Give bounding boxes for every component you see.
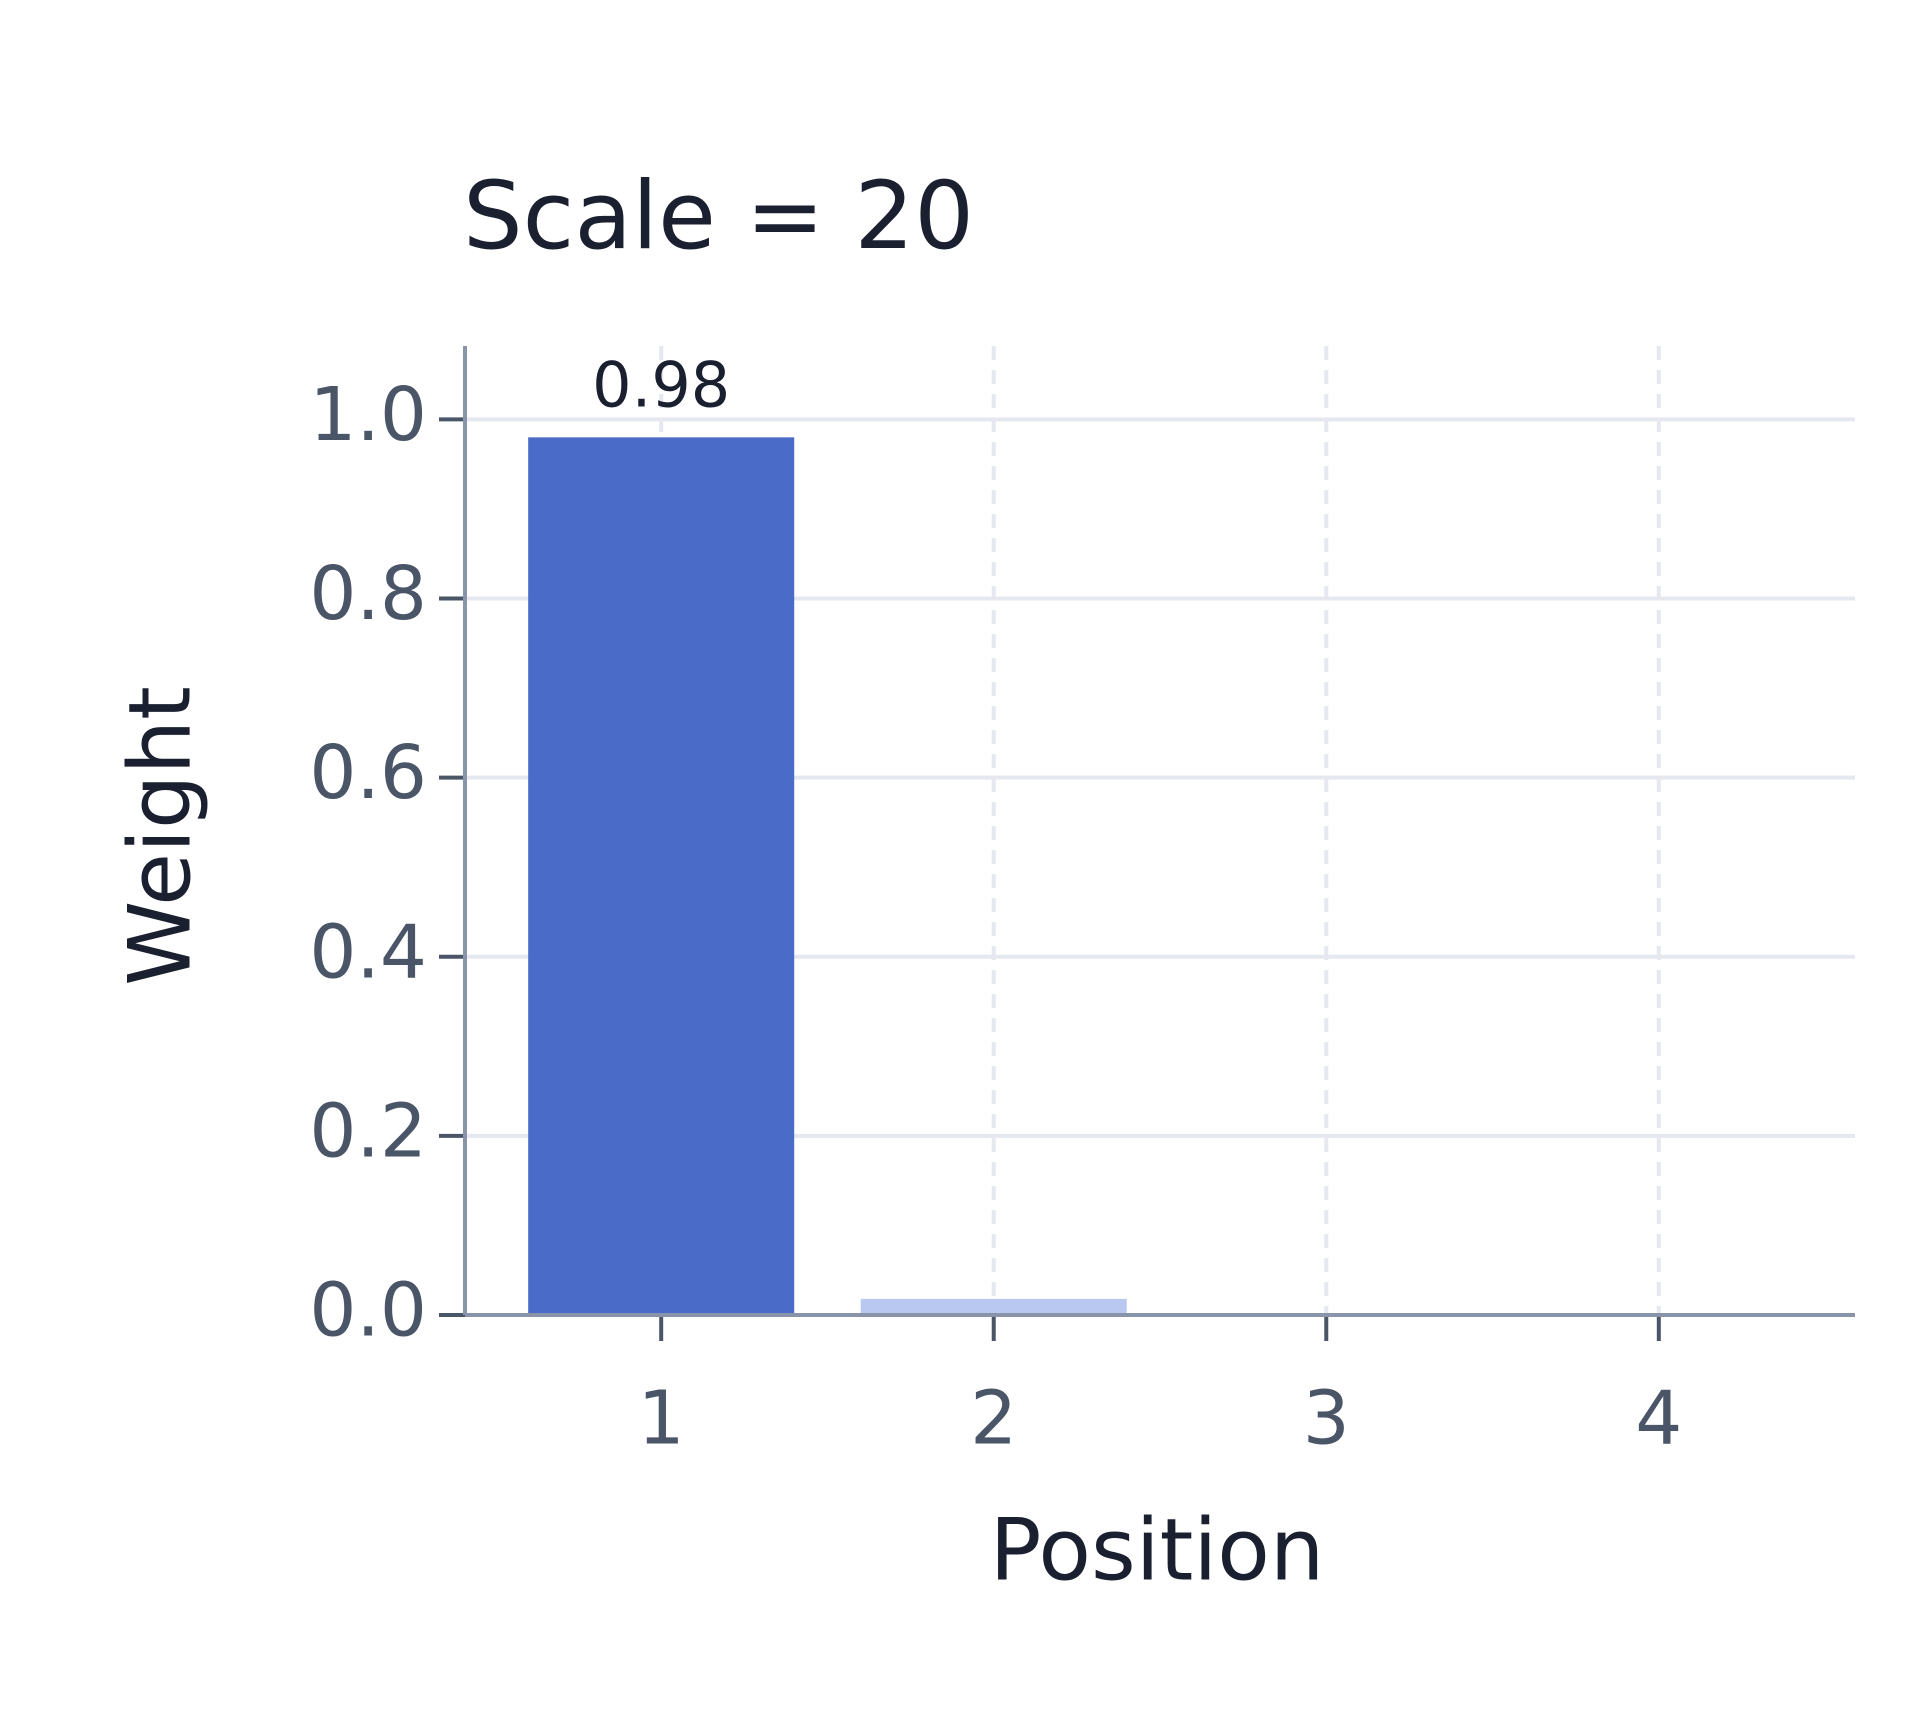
bar [528,437,795,1315]
x-tick-label: 3 [1303,1376,1350,1462]
y-axis-label: Weight [110,686,210,986]
x-tick-label: 1 [638,1376,685,1462]
bar [860,1298,1127,1315]
y-tick-label: 0.4 [309,909,427,995]
y-tick-label: 0.8 [309,551,427,637]
value-label: 0.98 [592,348,730,421]
chart-title: Scale = 20 [463,162,974,271]
x-tick-label: 4 [1635,1376,1682,1462]
y-tick-label: 0.2 [309,1088,427,1174]
x-axis-label: Position [990,1500,1325,1600]
y-tick-label: 1.0 [309,372,427,458]
y-tick-label: 0.6 [309,730,427,816]
x-tick-label: 2 [970,1376,1017,1462]
y-tick-label: 0.0 [309,1268,427,1354]
